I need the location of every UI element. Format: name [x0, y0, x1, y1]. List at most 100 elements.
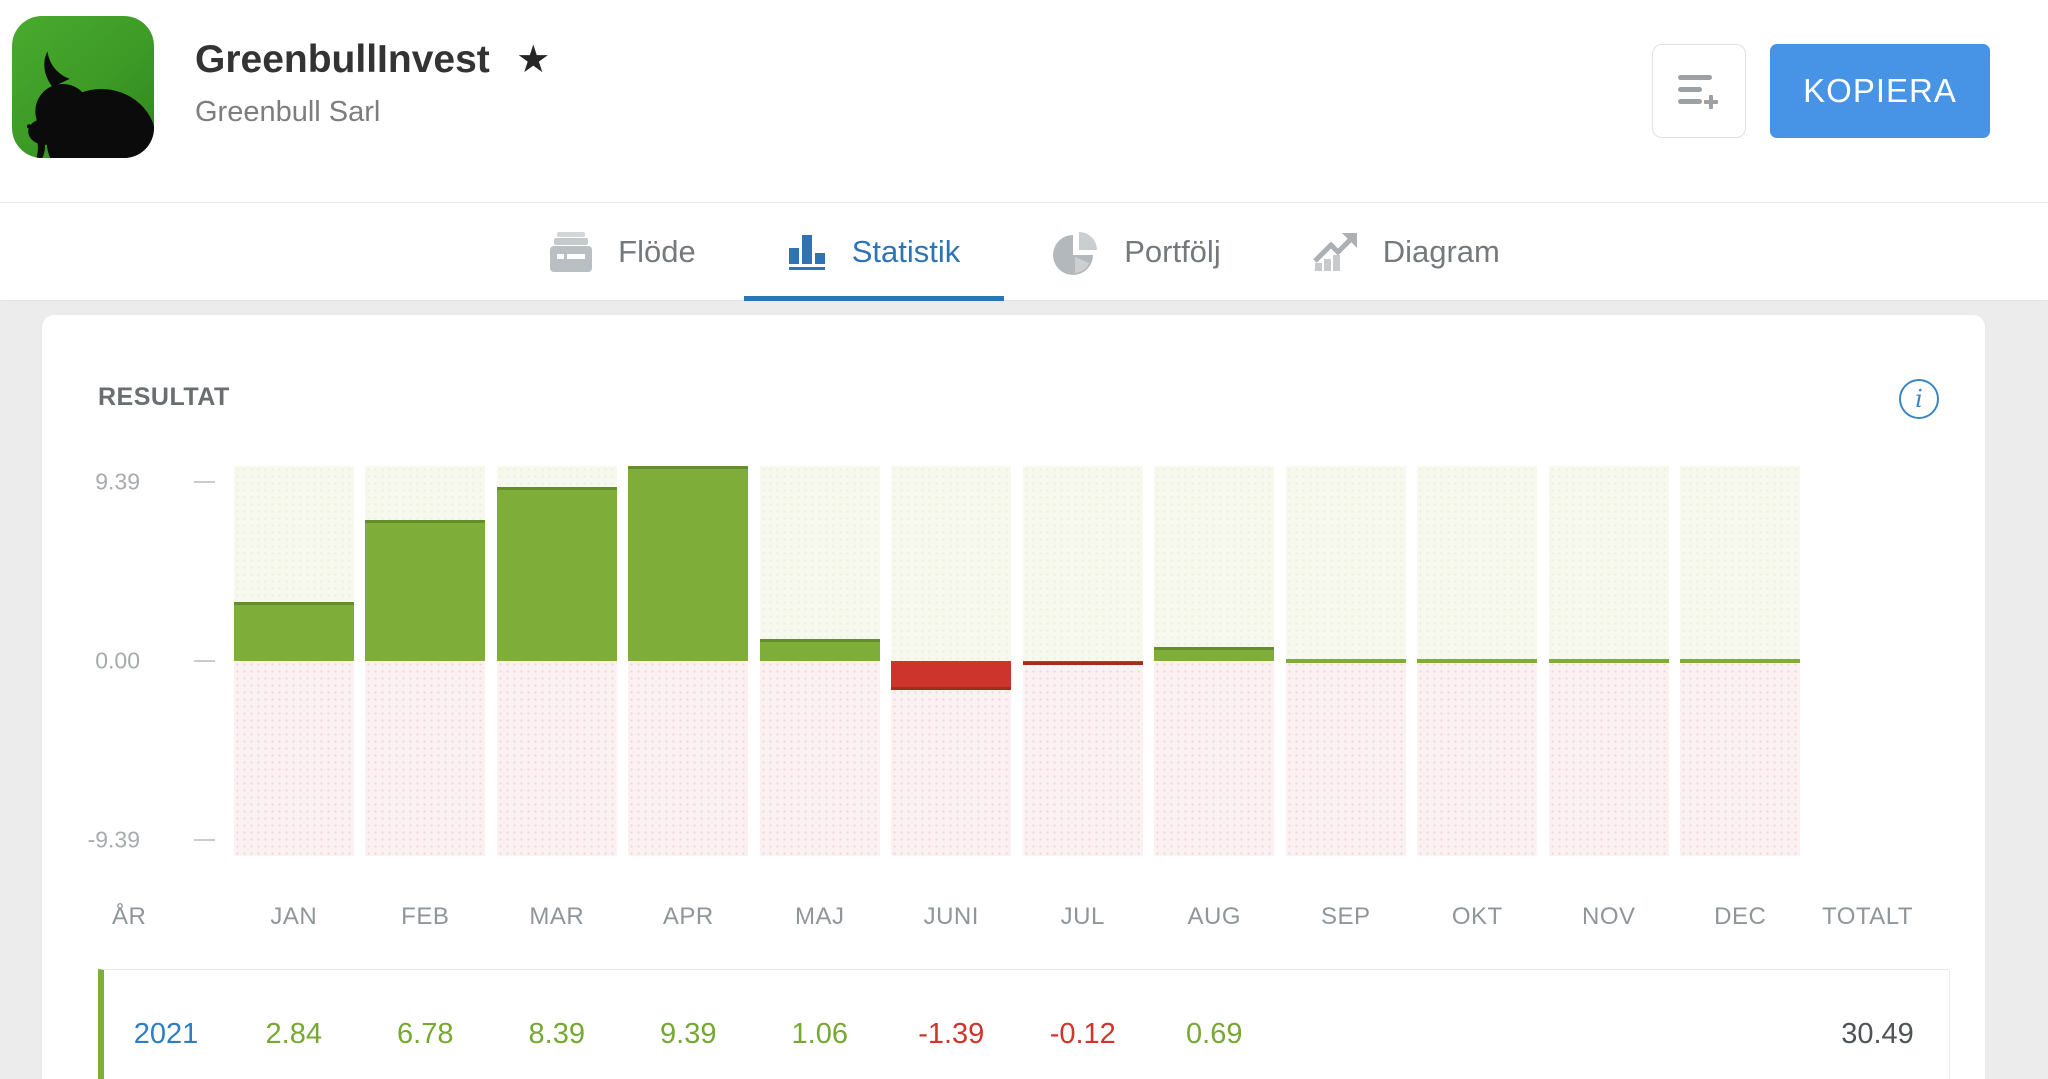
feed-icon	[550, 232, 593, 272]
chart-cell	[1017, 466, 1149, 856]
chart-cell	[1149, 466, 1281, 856]
column-header-mar: MAR	[529, 903, 585, 930]
zero-baseline	[1548, 659, 1669, 663]
info-icon[interactable]: i	[1899, 379, 1939, 419]
column-header-total: TOTALT	[1821, 903, 1913, 930]
chart-column-aug	[1154, 466, 1275, 856]
tab-label: Diagram	[1382, 234, 1500, 269]
chart-cell	[228, 466, 360, 856]
chart-column-apr	[628, 466, 749, 856]
chart-cell	[360, 466, 492, 856]
column-header-jan: JAN	[270, 903, 318, 930]
column-negative-zone	[759, 661, 880, 856]
zero-baseline	[1285, 659, 1406, 663]
column-negative-zone	[1680, 661, 1801, 856]
bar-maj	[759, 639, 880, 661]
chart-column-jul	[1022, 466, 1143, 856]
bar-chart-icon	[788, 235, 825, 270]
chart-cell	[1675, 466, 1807, 856]
bar-feb	[365, 520, 486, 661]
column-header-apr: APR	[662, 903, 714, 930]
column-positive-zone	[1154, 466, 1275, 661]
tab-diagram[interactable]: Diagram	[1307, 203, 1506, 301]
row-total: 30.49	[1841, 1017, 1914, 1050]
chart-cell	[623, 466, 755, 856]
favorite-star-icon[interactable]: ★	[516, 39, 551, 81]
tab-bar: Flöde Statistik Portfölj	[0, 202, 2048, 301]
column-negative-zone	[233, 661, 354, 856]
tab-label: Portfölj	[1124, 234, 1221, 269]
bar-mar	[496, 486, 617, 661]
column-negative-zone	[496, 661, 617, 856]
chart-column-dec	[1680, 466, 1801, 856]
copy-button[interactable]: KOPIERA	[1770, 44, 1990, 138]
column-negative-zone	[1022, 661, 1143, 856]
row-value-maj: 1.06	[791, 1017, 848, 1050]
tab-statistik[interactable]: Statistik	[743, 203, 1004, 301]
results-panel: RESULTAT i 9.39 0.00 -9.39 ÅR JAN FEB MAR APR M…	[42, 315, 1985, 1079]
panel-title: RESULTAT	[98, 383, 230, 411]
column-negative-zone	[365, 661, 486, 856]
tick-mark	[194, 839, 215, 841]
row-value-feb: 6.78	[397, 1017, 454, 1050]
row-year: 2021	[133, 1017, 199, 1050]
chart-cell	[1543, 466, 1675, 856]
table-row[interactable]: 2021 2.84 6.78 8.39 9.39 1.06 -1.39 -0.12 0.69 30…	[98, 969, 1950, 1079]
column-negative-zone	[1417, 661, 1538, 856]
page-title: GreenbullInvest	[195, 38, 490, 81]
bar-aug	[1154, 646, 1275, 661]
tab-label: Flöde	[618, 234, 696, 269]
y-tick-label: 9.39	[95, 468, 140, 495]
chart-column-sep	[1285, 466, 1406, 856]
pie-chart-icon	[1053, 232, 1098, 275]
chart-cell	[1280, 466, 1412, 856]
add-to-list-icon	[1678, 75, 1718, 109]
content-area: RESULTAT i 9.39 0.00 -9.39 ÅR JAN FEB MAR APR M…	[0, 301, 2048, 1079]
row-value-apr: 9.39	[660, 1017, 717, 1050]
column-header-dec: DEC	[1714, 903, 1767, 930]
chart-cell	[1412, 466, 1544, 856]
column-header-jul: JUL	[1060, 903, 1105, 930]
bar-apr	[628, 466, 749, 661]
chart-column-juni	[891, 466, 1012, 856]
chart-column-nov	[1548, 466, 1669, 856]
column-header-year: ÅR	[112, 903, 147, 930]
months-header-row: ÅR JAN FEB MAR APR MAJ JUNI JUL AUG SEP OKT NOV DEC T…	[98, 872, 1985, 962]
column-positive-zone	[1548, 466, 1669, 661]
column-header-juni: JUNI	[923, 903, 979, 930]
results-bar-chart: 9.39 0.00 -9.39	[88, 466, 1985, 856]
tab-label: Statistik	[851, 234, 961, 269]
bull-logo-icon	[26, 51, 154, 158]
column-negative-zone	[1548, 661, 1669, 856]
page-header: GreenbullInvest ★ Greenbull Sarl KOPIERA	[0, 0, 2048, 202]
y-tick-label: -9.39	[87, 826, 140, 853]
column-positive-zone	[759, 466, 880, 661]
line-chart-icon	[1312, 233, 1357, 271]
bar-jul	[1022, 661, 1143, 665]
chart-cell	[886, 466, 1018, 856]
column-positive-zone	[1417, 466, 1538, 661]
chart-column-okt	[1417, 466, 1538, 856]
bar-juni	[891, 661, 1012, 690]
column-positive-zone	[1285, 466, 1406, 661]
page-subtitle: Greenbull Sarl	[195, 96, 381, 128]
column-negative-zone	[1154, 661, 1275, 856]
tab-portfolj[interactable]: Portfölj	[1046, 203, 1226, 301]
chart-y-axis: 9.39 0.00 -9.39	[88, 466, 228, 856]
row-value-juni: -1.39	[918, 1017, 985, 1050]
column-header-sep: SEP	[1320, 903, 1371, 930]
chart-cell	[754, 466, 886, 856]
chart-column-jan	[233, 466, 354, 856]
column-negative-zone	[628, 661, 749, 856]
bar-jan	[233, 602, 354, 661]
chart-column-maj	[759, 466, 880, 856]
y-tick-label: 0.00	[95, 647, 140, 674]
row-value-mar: 8.39	[528, 1017, 585, 1050]
column-positive-zone	[1680, 466, 1801, 661]
tab-flode[interactable]: Flöde	[542, 203, 702, 301]
column-positive-zone	[1022, 466, 1143, 661]
chart-column-feb	[365, 466, 486, 856]
row-value-aug: 0.69	[1186, 1017, 1243, 1050]
row-value-jul: -0.12	[1049, 1017, 1116, 1050]
add-to-watchlist-button[interactable]	[1652, 44, 1746, 138]
